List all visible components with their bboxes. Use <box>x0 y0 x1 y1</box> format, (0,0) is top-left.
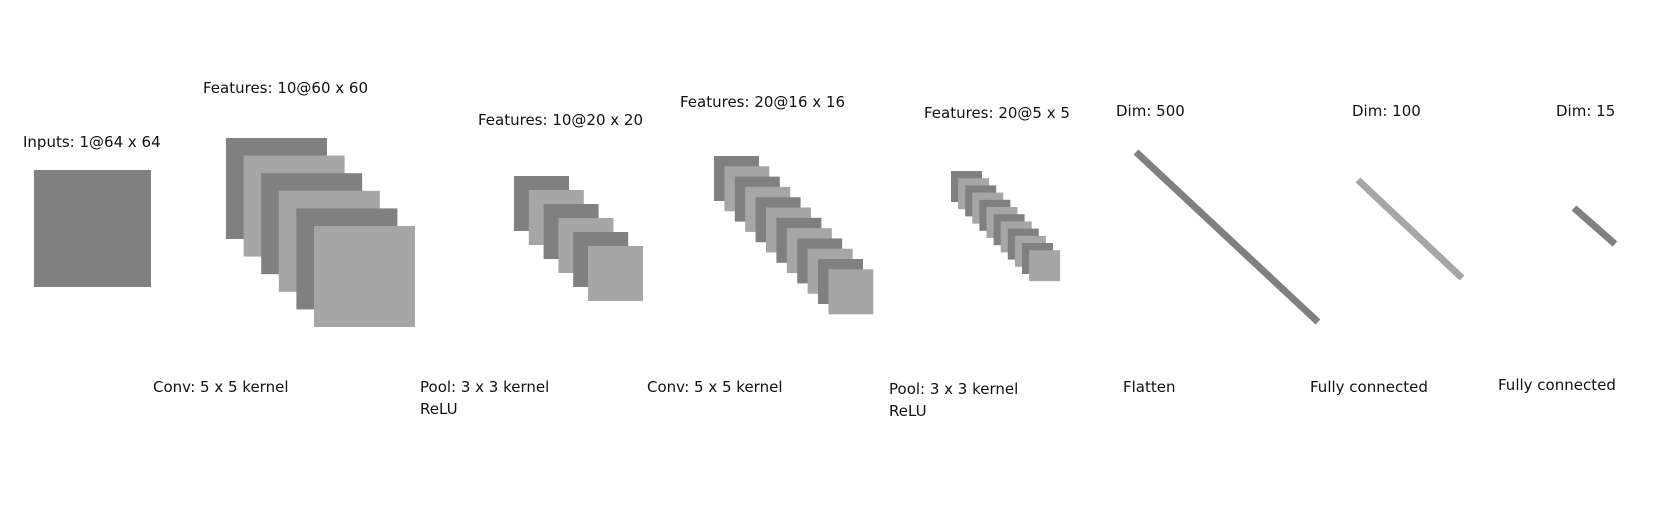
conv2-layer-label: Features: 20@16 x 16 <box>680 93 845 111</box>
dense-layer-15 <box>1571 205 1618 247</box>
conv2-feature-maps <box>714 156 874 315</box>
pool2-feature-maps <box>951 171 1061 282</box>
conv2-feature-map <box>828 269 874 315</box>
fc1-layer-label: Dim: 500 <box>1116 102 1185 120</box>
input-feature-maps <box>34 170 151 287</box>
pool1-layer-label: Features: 10@20 x 20 <box>478 111 643 129</box>
op4-label-line2: ReLU <box>889 402 927 420</box>
input-layer-label: Inputs: 1@64 x 64 <box>23 133 161 151</box>
op2-label-line1: Pool: 3 x 3 kernel <box>420 378 550 396</box>
pool1-feature-map <box>588 246 643 301</box>
dense-layer-100 <box>1355 177 1465 281</box>
op5-label: Flatten <box>1123 378 1176 396</box>
pool2-feature-map <box>1029 250 1061 282</box>
op2-label-line2: ReLU <box>420 400 458 418</box>
fc2-layer-label: Dim: 100 <box>1352 102 1421 120</box>
pool1-feature-maps <box>514 176 643 301</box>
fc3-layer-label: Dim: 15 <box>1556 102 1616 120</box>
conv1-feature-maps <box>226 138 415 327</box>
conv1-layer-label: Features: 10@60 x 60 <box>203 79 368 97</box>
op4-label-line1: Pool: 3 x 3 kernel <box>889 380 1019 398</box>
op7-label: Fully connected <box>1498 376 1616 394</box>
op3-label: Conv: 5 x 5 kernel <box>647 378 783 396</box>
dense-layer-500 <box>1133 149 1321 325</box>
pool2-layer-label: Features: 20@5 x 5 <box>924 104 1070 122</box>
conv1-feature-map <box>314 226 415 327</box>
op1-label: Conv: 5 x 5 kernel <box>153 378 289 396</box>
op6-label: Fully connected <box>1310 378 1428 396</box>
input-feature-map <box>34 170 151 287</box>
